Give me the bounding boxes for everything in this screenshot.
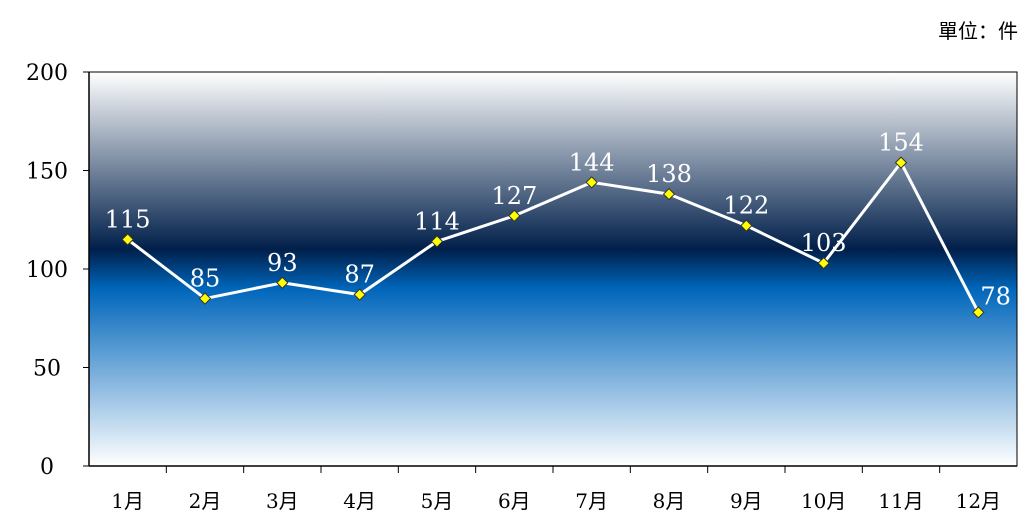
data-label: 103 (801, 229, 847, 257)
unit-label: 單位：件 (938, 19, 1018, 43)
data-label: 144 (569, 148, 615, 176)
data-label: 85 (190, 265, 221, 293)
y-tick-label: 0 (40, 455, 54, 480)
series-line (126, 161, 980, 314)
x-tick-label: 9月 (730, 489, 763, 513)
y-axis-ticks: 0 50 100 150 200 (26, 61, 89, 480)
data-label: 93 (267, 249, 298, 277)
data-point (121, 233, 134, 246)
x-tick-label: 4月 (343, 489, 376, 513)
x-tick-label: 8月 (653, 489, 686, 513)
data-points (121, 156, 985, 319)
x-tick-label: 6月 (498, 489, 531, 513)
y-tick-label: 150 (26, 160, 68, 185)
x-tick-label: 7月 (575, 489, 608, 513)
x-tick-label: 3月 (266, 489, 299, 513)
x-tick-label: 2月 (189, 489, 222, 513)
y-tick-label: 200 (26, 61, 68, 86)
x-tick-label: 10月 (801, 489, 846, 513)
data-point (508, 209, 521, 223)
data-label: 87 (344, 261, 375, 289)
data-label: 127 (491, 182, 537, 210)
x-axis-ticks: 1月 2月 3月 4月 5月 6月 7月 8月 9月 10月 11月 12月 (111, 466, 1001, 513)
data-labels: 115 85 93 87 114 127 144 138 122 103 154 78 (105, 129, 1011, 311)
data-point (662, 187, 676, 201)
y-tick-label: 100 (26, 258, 68, 283)
x-tick-label: 12月 (956, 489, 1001, 513)
y-tick-label: 50 (33, 357, 61, 382)
data-point (276, 276, 289, 289)
data-point (740, 219, 753, 232)
data-point (894, 156, 908, 169)
data-label: 115 (105, 205, 151, 233)
data-point (198, 292, 212, 305)
data-point (353, 288, 366, 301)
data-label: 78 (980, 282, 1011, 310)
data-label: 114 (414, 207, 460, 235)
data-point (817, 256, 830, 270)
data-label: 122 (723, 192, 769, 220)
x-tick-label: 1月 (111, 489, 144, 513)
x-tick-label: 5月 (421, 489, 454, 513)
data-point (430, 235, 444, 248)
data-point (585, 176, 598, 189)
plot-area (88, 71, 1018, 467)
x-tick-label: 11月 (878, 489, 923, 513)
data-label: 138 (646, 160, 692, 188)
data-label: 154 (878, 129, 924, 157)
data-point (972, 306, 985, 319)
